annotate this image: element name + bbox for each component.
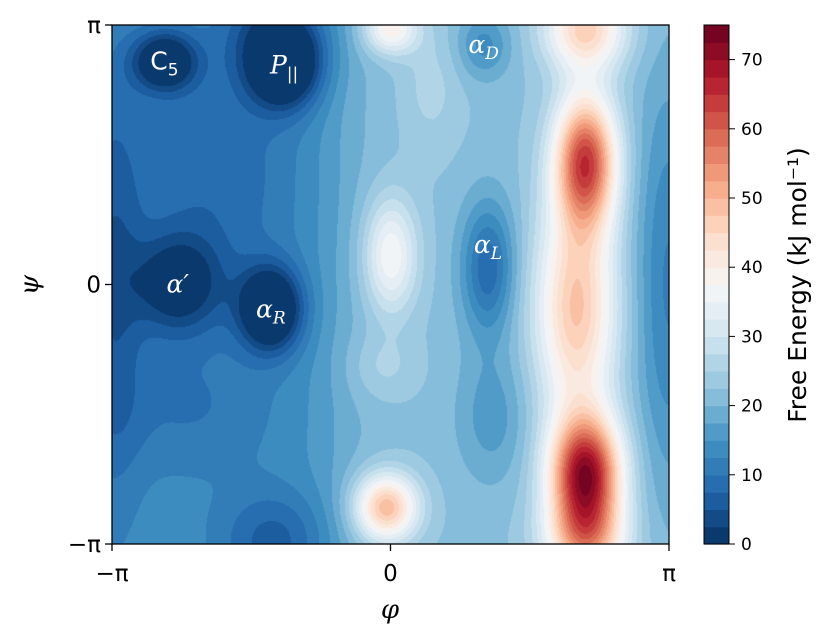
colorbar-band xyxy=(704,457,729,476)
colorbar-band xyxy=(704,25,729,43)
colorbar-band xyxy=(704,440,729,459)
colorbar-band xyxy=(704,180,729,199)
colorbar-tick-label: 0 xyxy=(741,535,752,555)
colorbar-band xyxy=(704,405,729,424)
region-label-name: α xyxy=(256,294,273,323)
x-tick-label: 0 xyxy=(383,561,398,587)
colorbar-band xyxy=(704,59,729,78)
y-tick-label: −π xyxy=(68,532,101,558)
region-label-subscript: R xyxy=(272,308,286,328)
y-axis-label: ψ xyxy=(15,274,45,295)
colorbar-band xyxy=(704,249,729,268)
region-label-name: P xyxy=(269,51,288,80)
colorbar-band xyxy=(704,492,729,510)
x-axis-label: φ xyxy=(381,595,400,625)
x-tick-label: −π xyxy=(95,561,128,587)
colorbar-band xyxy=(704,267,729,286)
y-axis-ticks: −π 0 π xyxy=(68,13,112,558)
region-label-subscript: 5 xyxy=(168,60,179,80)
region-label: C5 xyxy=(150,46,178,80)
region-label: αR xyxy=(256,294,286,328)
colorbar-band xyxy=(704,353,729,372)
colorbar-ticks: 0 10 20 30 40 50 60 70 xyxy=(729,51,763,555)
y-tick-label: π xyxy=(87,13,101,39)
colorbar-band xyxy=(704,336,729,355)
colorbar-band xyxy=(704,42,729,61)
colorbar-tick-label: 50 xyxy=(741,189,763,209)
colorbar-band xyxy=(704,509,729,528)
region-label: αL xyxy=(474,230,502,264)
region-label: αD xyxy=(468,30,499,64)
heatmap-field xyxy=(112,25,669,544)
colorbar-band xyxy=(704,371,729,389)
colorbar-band xyxy=(704,146,729,164)
colorbar-tick-label: 70 xyxy=(741,51,763,71)
region-label-name: α xyxy=(468,30,485,59)
region-label: P|| xyxy=(269,51,298,85)
heatmap-canvas-wrapper xyxy=(112,25,669,544)
colorbar-band xyxy=(704,422,729,441)
colorbar-band xyxy=(704,111,729,130)
colorbar-tick-label: 20 xyxy=(741,397,763,417)
region-label-name: α xyxy=(474,230,491,259)
region-label-name: α′ xyxy=(166,270,189,299)
colorbar: 0 10 20 30 40 50 60 70 Free Energy (kJ mol⁻¹) xyxy=(703,24,812,555)
colorbar-band xyxy=(704,301,729,320)
colorbar-band xyxy=(704,94,729,113)
colorbar-label: Free Energy (kJ mol⁻¹) xyxy=(783,147,812,423)
colorbar-frame xyxy=(703,24,730,545)
colorbar-band xyxy=(704,319,729,337)
colorbar-band xyxy=(704,198,729,216)
colorbar-band xyxy=(704,284,729,303)
colorbar-band xyxy=(704,232,729,251)
y-tick-label: 0 xyxy=(86,273,101,299)
colorbar-bands xyxy=(704,25,729,545)
region-label-subscript: L xyxy=(490,244,502,264)
region-label: α′ xyxy=(166,270,189,299)
x-tick-label: π xyxy=(662,561,676,587)
colorbar-band xyxy=(704,474,729,493)
region-label-subscript: || xyxy=(287,65,298,85)
colorbar-band xyxy=(704,163,729,182)
colorbar-tick-label: 40 xyxy=(741,258,763,278)
colorbar-tick-label: 10 xyxy=(741,466,763,486)
colorbar-band xyxy=(704,388,729,407)
colorbar-tick-label: 60 xyxy=(741,120,763,140)
region-label-name: C xyxy=(150,46,167,75)
colorbar-band xyxy=(704,215,729,234)
colorbar-band xyxy=(704,128,729,147)
heatmap-canvas xyxy=(112,25,669,544)
colorbar-tick-label: 30 xyxy=(741,327,763,347)
colorbar-band xyxy=(704,526,729,545)
colorbar-band xyxy=(704,76,729,95)
region-label-subscript: D xyxy=(484,44,499,64)
x-axis-ticks: −π 0 π xyxy=(95,544,676,587)
